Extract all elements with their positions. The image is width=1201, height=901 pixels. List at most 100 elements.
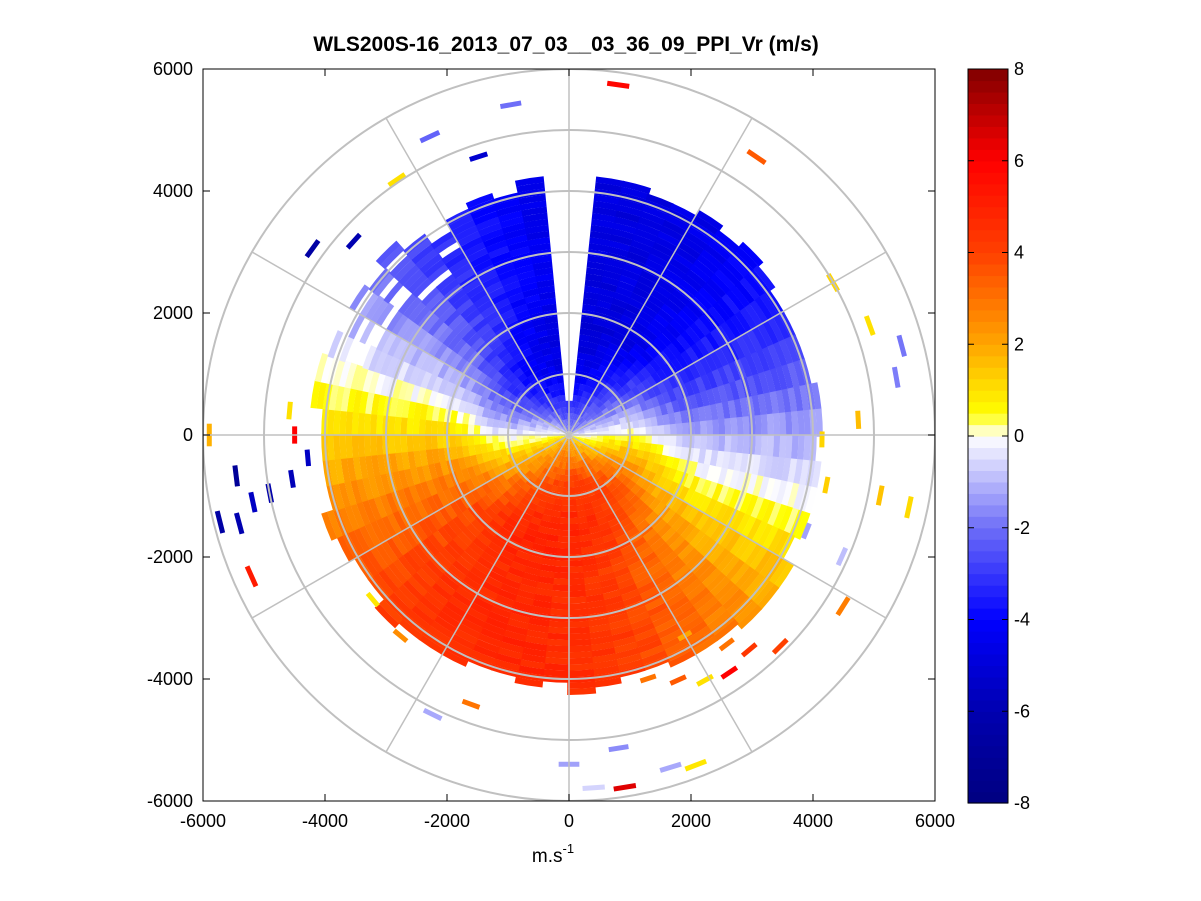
velocity-cell xyxy=(487,315,504,329)
velocity-cell xyxy=(718,264,741,287)
velocity-cell xyxy=(607,549,623,561)
velocity-cell xyxy=(739,356,753,379)
velocity-cell xyxy=(339,433,347,459)
range-gate-mark xyxy=(822,476,831,494)
velocity-cell xyxy=(506,566,525,578)
velocity-cell xyxy=(598,414,606,422)
velocity-cell xyxy=(344,479,357,506)
velocity-cell xyxy=(541,460,549,468)
velocity-cell xyxy=(589,439,597,444)
velocity-cell xyxy=(676,458,687,473)
velocity-cell xyxy=(703,498,718,518)
velocity-cell xyxy=(513,594,534,606)
velocity-cell xyxy=(545,638,569,647)
velocity-cell xyxy=(414,367,427,387)
velocity-cell xyxy=(628,348,642,361)
velocity-cell xyxy=(576,358,586,366)
velocity-cell xyxy=(649,537,666,553)
velocity-cell xyxy=(639,269,661,285)
velocity-cell xyxy=(530,605,551,615)
velocity-cell xyxy=(590,647,616,658)
velocity-cell xyxy=(601,276,621,287)
velocity-cell xyxy=(477,358,490,372)
velocity-cell xyxy=(557,414,563,422)
velocity-cell xyxy=(545,462,552,470)
colorbar-swatch xyxy=(968,263,1008,277)
range-gate-mark xyxy=(835,596,851,617)
velocity-cell xyxy=(526,299,543,310)
velocity-cell xyxy=(497,385,508,397)
velocity-cell xyxy=(630,473,641,485)
velocity-cell xyxy=(647,253,670,269)
velocity-cell xyxy=(778,435,787,460)
velocity-cell xyxy=(491,382,503,394)
velocity-cell xyxy=(397,360,411,382)
velocity-cell xyxy=(657,308,675,325)
velocity-cell xyxy=(702,605,727,627)
velocity-cell xyxy=(379,493,393,516)
velocity-cell xyxy=(590,429,598,433)
colorbar-swatch xyxy=(968,149,1008,162)
velocity-cell xyxy=(589,402,597,410)
velocity-cell xyxy=(511,600,533,612)
velocity-cell xyxy=(490,251,513,265)
velocity-cell xyxy=(687,491,701,508)
velocity-cell xyxy=(751,475,764,498)
velocity-cell xyxy=(562,487,569,494)
velocity-cell xyxy=(548,521,560,530)
velocity-cell xyxy=(420,352,435,372)
velocity-cell xyxy=(357,411,366,435)
velocity-cell xyxy=(401,450,411,471)
velocity-cell xyxy=(580,420,587,426)
velocity-cell xyxy=(573,449,578,457)
velocity-cell xyxy=(522,429,529,435)
velocity-cell xyxy=(556,541,569,549)
velocity-cell xyxy=(679,446,689,461)
velocity-cell xyxy=(443,599,467,618)
velocity-cell xyxy=(534,461,543,470)
velocity-cell xyxy=(729,534,747,557)
velocity-cell xyxy=(455,385,466,400)
velocity-cell xyxy=(566,425,569,432)
velocity-cell xyxy=(419,449,429,467)
velocity-cell xyxy=(736,416,744,437)
velocity-cell xyxy=(615,325,630,338)
velocity-cell xyxy=(793,386,804,413)
velocity-cell xyxy=(632,441,640,451)
velocity-cell xyxy=(505,357,518,369)
velocity-cell xyxy=(646,323,663,338)
velocity-cell xyxy=(633,403,643,414)
colorbar-swatch xyxy=(968,218,1008,231)
velocity-cell xyxy=(361,498,377,524)
velocity-cell xyxy=(628,494,640,507)
velocity-cell xyxy=(327,408,336,435)
velocity-cell xyxy=(541,303,557,313)
velocity-cell xyxy=(634,228,659,243)
velocity-cell xyxy=(523,635,548,646)
velocity-cell xyxy=(738,241,764,267)
velocity-cell xyxy=(356,500,371,526)
velocity-cell xyxy=(664,214,692,232)
velocity-cell xyxy=(644,299,662,315)
velocity-cell xyxy=(358,551,379,578)
velocity-cell xyxy=(640,479,652,492)
velocity-cell xyxy=(722,259,746,283)
velocity-cell xyxy=(538,569,555,579)
velocity-cell xyxy=(630,448,639,458)
velocity-cell xyxy=(798,459,810,487)
velocity-cell xyxy=(454,224,480,242)
velocity-cell xyxy=(571,437,576,444)
velocity-cell xyxy=(639,490,652,504)
velocity-cell xyxy=(630,239,654,254)
velocity-cell xyxy=(679,503,694,521)
velocity-cell xyxy=(688,461,698,477)
velocity-cell xyxy=(437,362,451,379)
velocity-cell xyxy=(707,239,732,262)
velocity-cell xyxy=(709,522,726,543)
velocity-cell xyxy=(593,677,622,688)
velocity-cell xyxy=(460,235,485,253)
velocity-cell xyxy=(535,273,554,283)
velocity-cell xyxy=(537,525,550,535)
velocity-cell xyxy=(685,326,702,345)
velocity-cell xyxy=(498,419,506,429)
